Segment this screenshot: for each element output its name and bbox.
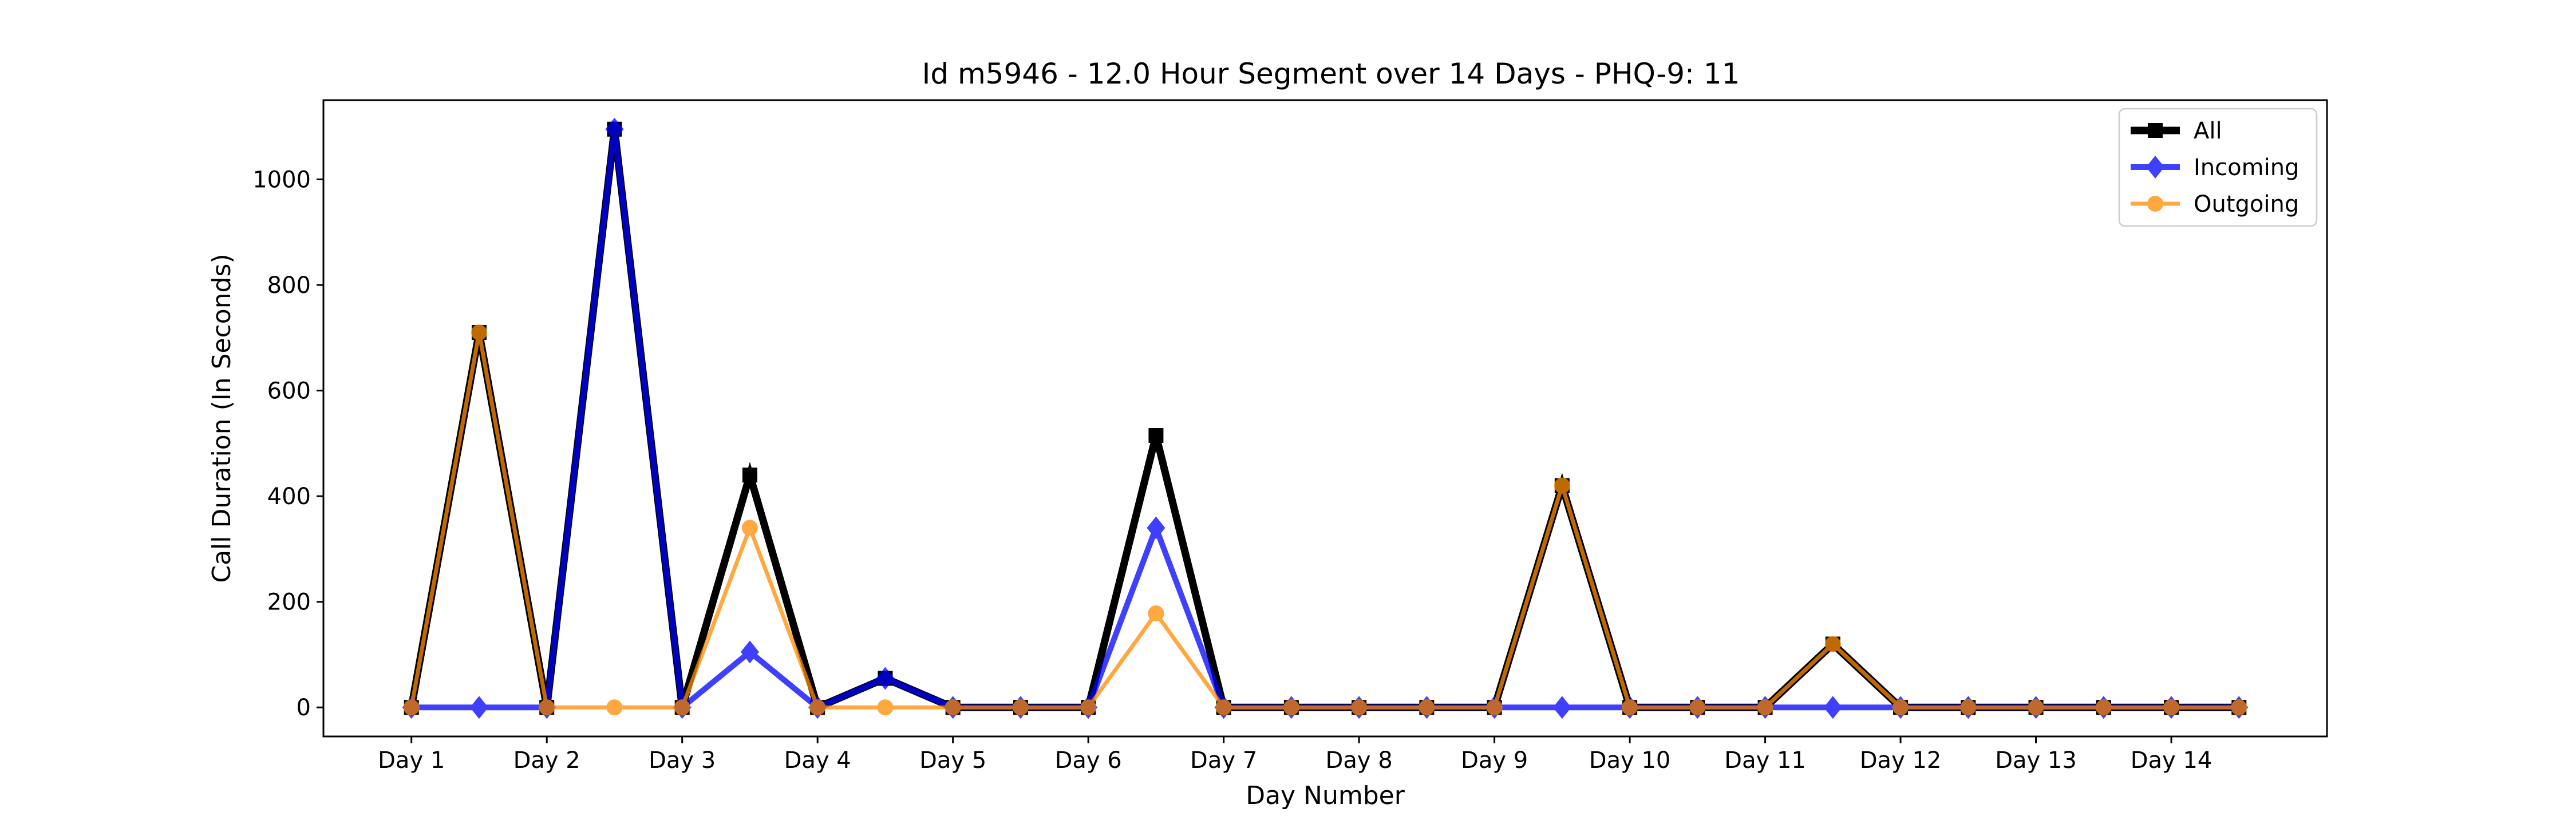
x-tick-label: Day 7 [1190, 747, 1257, 774]
data-point-outgoing [403, 699, 420, 716]
x-tick-label: Day 14 [2131, 747, 2212, 774]
x-tick-label: Day 13 [1995, 747, 2077, 774]
data-point-all [742, 468, 757, 483]
legend-item-outgoing [2131, 196, 2180, 212]
y-tick-label: 400 [267, 484, 311, 510]
plot-area [402, 117, 2249, 719]
x-tick-label: Day 3 [649, 747, 716, 774]
y-axis: 0 200 400 600 800 1000 [252, 167, 323, 721]
x-tick-label: Day 11 [1724, 747, 1806, 774]
data-point-outgoing [1283, 699, 1299, 716]
legend-label: Incoming [2194, 154, 2299, 181]
data-point-outgoing [741, 520, 758, 536]
data-point-outgoing [1148, 605, 1164, 621]
data-point-incoming [1552, 696, 1571, 719]
data-point-outgoing [606, 699, 623, 716]
y-tick-label: 0 [297, 695, 311, 721]
series-line-outgoing [409, 332, 2239, 710]
x-tick-label: Day 4 [784, 747, 851, 774]
chart-title: Id m5946 - 12.0 Hour Segment over 14 Day… [922, 57, 1740, 90]
legend-label: All [2194, 118, 2222, 144]
x-tick-label: Day 12 [1860, 747, 1942, 774]
legend-box [2118, 108, 2318, 227]
data-point-outgoing [1012, 699, 1029, 716]
data-point-outgoing [809, 699, 826, 716]
data-point-outgoing [1893, 699, 1909, 716]
data-point-incoming [469, 696, 488, 719]
y-tick-label: 1000 [252, 167, 311, 193]
data-point-incoming [605, 117, 624, 141]
series-all [404, 121, 2247, 715]
plot-frame [322, 99, 2328, 738]
data-point-outgoing [471, 324, 487, 341]
data-point-incoming [876, 667, 895, 690]
series-outgoing [403, 324, 2247, 716]
series-incoming [402, 117, 2249, 719]
data-point-outgoing [1554, 477, 1570, 494]
series-line-incoming [411, 129, 2239, 713]
legend-marker [2147, 196, 2163, 212]
y-tick-label: 600 [267, 378, 311, 405]
legend: All Incoming Outgoing [2118, 108, 2318, 227]
data-point-outgoing [1824, 636, 1841, 652]
data-point-incoming [1823, 696, 1842, 719]
legend-item-incoming [2131, 156, 2180, 179]
data-point-outgoing [1080, 699, 1097, 716]
data-point-outgoing [2095, 699, 2112, 716]
x-axis: Day 1 Day 2 Day 3 Day 4 Day 5 Day 6 Day 7 Day 8… [378, 736, 2212, 774]
x-tick-label: Day 6 [1055, 747, 1122, 774]
y-axis-label: Call Duration (In Seconds) [207, 253, 236, 583]
legend-marker [2148, 123, 2163, 138]
data-point-outgoing [1351, 699, 1368, 716]
data-point-outgoing [1757, 699, 1773, 716]
legend-item-all [2131, 123, 2180, 138]
data-point-outgoing [1215, 699, 1232, 716]
data-point-outgoing [2231, 699, 2247, 716]
x-tick-label: Day 2 [513, 747, 580, 774]
data-point-outgoing [539, 699, 555, 716]
x-tick-label: Day 5 [919, 747, 986, 774]
data-point-outgoing [1960, 699, 1977, 716]
x-tick-label: Day 9 [1461, 747, 1528, 774]
data-point-outgoing [1419, 699, 1435, 716]
data-point-outgoing [1622, 699, 1638, 716]
y-tick-label: 800 [267, 272, 311, 299]
series-line-all [408, 128, 2239, 713]
data-point-outgoing [2163, 699, 2180, 716]
y-tick-label: 200 [267, 589, 311, 616]
data-point-outgoing [1486, 699, 1503, 716]
data-point-outgoing [1689, 699, 1706, 716]
x-axis-label: Day Number [1246, 781, 1405, 810]
data-point-outgoing [674, 699, 690, 716]
data-point-incoming [740, 640, 759, 664]
x-tick-label: Day 1 [378, 747, 445, 774]
data-point-incoming [1147, 516, 1165, 540]
x-tick-label: Day 10 [1589, 747, 1671, 774]
x-tick-label: Day 8 [1326, 747, 1393, 774]
data-point-all [1148, 427, 1164, 443]
legend-marker [2146, 156, 2164, 179]
data-point-outgoing [945, 699, 961, 716]
data-point-outgoing [2028, 699, 2044, 716]
data-point-outgoing [877, 699, 894, 716]
legend-label: Outgoing [2194, 191, 2299, 217]
